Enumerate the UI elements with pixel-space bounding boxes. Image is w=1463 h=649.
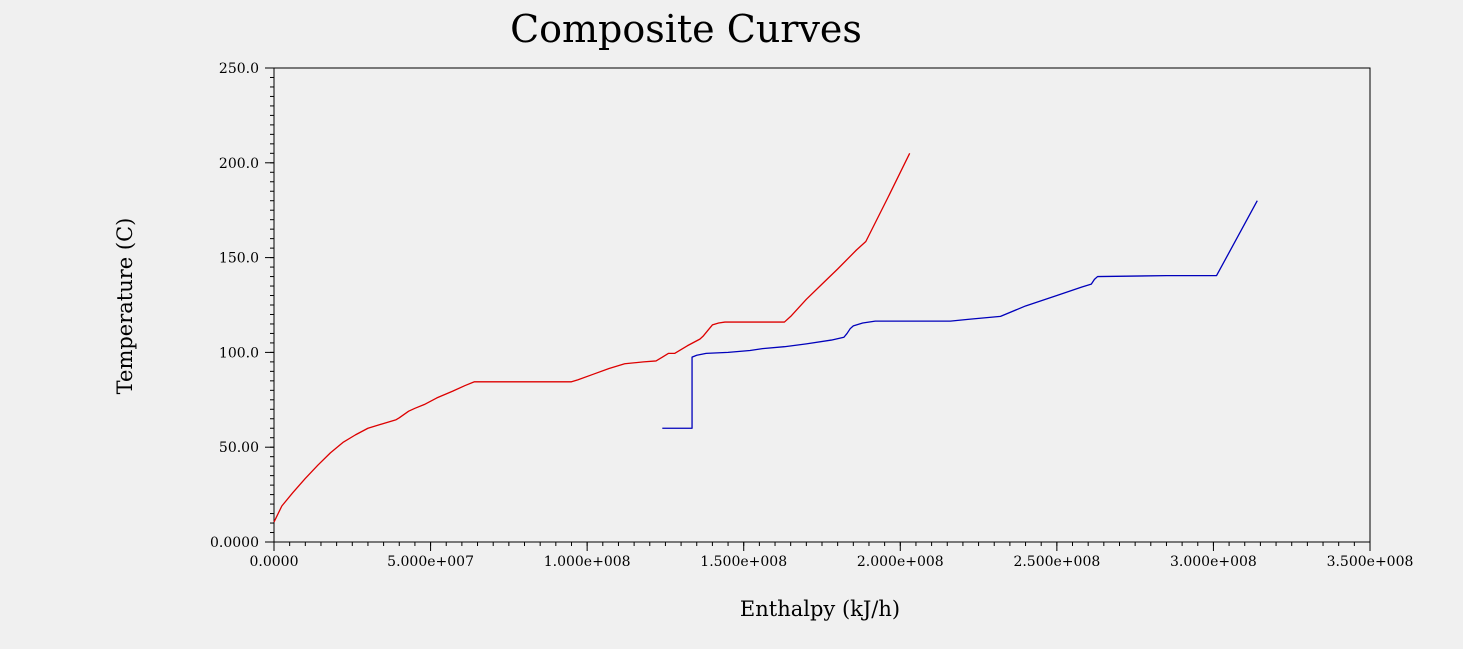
series-group [273, 153, 1258, 523]
x-tick-label: 3.500e+008 [1327, 554, 1414, 570]
y-tick-label: 0.0000 [210, 535, 259, 551]
y-tick-labels: 0.0000 50.00 100.0 150.0 200.0 250.0 [210, 61, 259, 551]
y-tick-label: 50.00 [219, 440, 259, 456]
x-tick-label: 2.500e+008 [1013, 554, 1100, 570]
x-tick-labels: 0.0000 5.000e+007 1.000e+008 1.500e+008 2.00… [250, 554, 1414, 570]
x-axis-label: Enthalpy (kJ/h) [740, 597, 900, 621]
series-line-blue [662, 200, 1258, 429]
x-tick-label: 3.000e+008 [1170, 554, 1257, 570]
x-tick-label: 5.000e+007 [387, 554, 474, 570]
y-axis-label: Temperature (C) [113, 218, 137, 395]
x-tick-label: 2.000e+008 [857, 554, 944, 570]
y-tick-label: 100.0 [219, 345, 259, 361]
y-major-ticks [265, 67, 274, 543]
y-minor-ticks [270, 67, 274, 543]
y-tick-label: 250.0 [219, 61, 259, 77]
x-tick-label: 1.500e+008 [700, 554, 787, 570]
x-major-ticks [273, 542, 1371, 551]
y-tick-label: 200.0 [219, 156, 259, 172]
x-tick-label: 1.000e+008 [544, 554, 631, 570]
y-tick-label: 150.0 [219, 251, 259, 267]
x-tick-label: 0.0000 [250, 554, 299, 570]
series-line-red [273, 153, 911, 523]
chart-title: Composite Curves [510, 7, 862, 51]
